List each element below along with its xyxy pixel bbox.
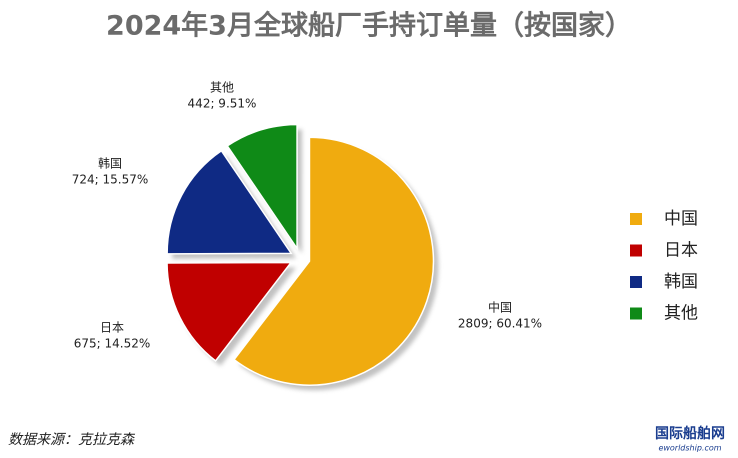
slice <box>226 123 298 251</box>
data-label: 724; 15.57% <box>72 173 149 187</box>
data-label-category: 日本 <box>100 321 124 335</box>
slice <box>166 149 293 255</box>
data-label: 442; 9.51% <box>188 97 257 111</box>
legend-label: 其他 <box>664 304 698 324</box>
legend-swatch <box>630 213 642 225</box>
legend-swatch <box>630 276 642 288</box>
slice <box>232 136 435 386</box>
data-label-category: 中国 <box>488 300 512 315</box>
legend-swatch <box>630 244 642 257</box>
data-label: 2809; 60.41% <box>458 317 542 331</box>
source: 数据来源：克拉克森 <box>8 432 136 448</box>
data-labels: 中国 2809; 60.41% 日本 675; 14.52% 韩国 724; 15.57%… <box>72 81 542 351</box>
pie <box>166 123 439 391</box>
legend-label: 韩国 <box>664 272 698 292</box>
legend-label: 日本 <box>664 241 698 261</box>
data-label-category: 其他 <box>210 81 234 95</box>
chart-title: 2024年3月全球船厂手持订单量（按国家） <box>106 10 632 42</box>
legend-label: 中国 <box>664 209 698 229</box>
legend-swatch <box>630 307 642 320</box>
watermark: 国际船舶网 <box>655 425 725 442</box>
slice <box>166 261 293 362</box>
watermark-url: eworldship.com <box>658 444 721 453</box>
data-label-category: 韩国 <box>98 156 122 171</box>
data-label: 675; 14.52% <box>74 337 151 351</box>
